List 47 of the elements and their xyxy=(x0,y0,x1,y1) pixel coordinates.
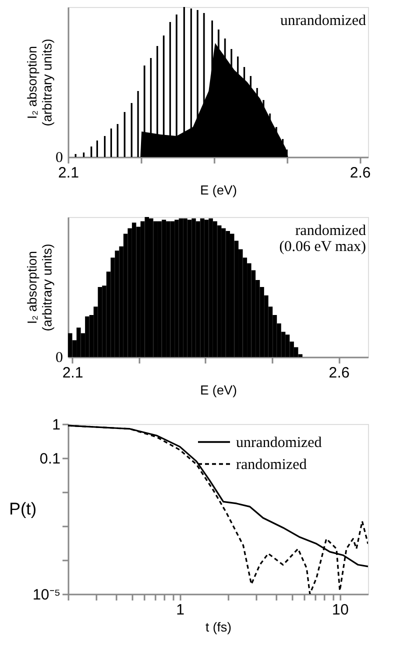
x-tick-label: 2.6 xyxy=(328,364,350,382)
y-axis-title: I₂ absorption (arbitrary units) xyxy=(24,38,54,126)
bar xyxy=(158,221,162,357)
bar xyxy=(132,222,136,357)
bar xyxy=(85,316,90,357)
bar xyxy=(76,328,81,357)
annotation: randomized (0.06 eV max) xyxy=(279,223,366,255)
x-tick-label: 2.6 xyxy=(350,164,371,182)
y-tick-label: 0.1 xyxy=(40,450,60,468)
bar xyxy=(166,221,170,357)
bar xyxy=(187,220,192,357)
bar xyxy=(178,218,184,357)
x-axis-title: E (eV) xyxy=(200,182,237,198)
legend-label: randomized xyxy=(236,457,308,473)
bar xyxy=(230,234,234,357)
bar xyxy=(98,287,102,357)
bar xyxy=(114,250,120,357)
bar xyxy=(140,221,145,357)
x-axis-title: E (eV) xyxy=(200,382,237,398)
bar xyxy=(196,221,200,357)
bar xyxy=(221,228,226,357)
bar xyxy=(217,225,222,357)
bar xyxy=(212,221,218,357)
bar xyxy=(170,221,175,357)
bar xyxy=(148,218,154,357)
bar xyxy=(200,218,204,357)
bar xyxy=(162,220,166,357)
x-tick-label: 2.1 xyxy=(62,364,84,382)
annotation: unrandomized xyxy=(280,13,366,29)
y-tick-label: 1 xyxy=(52,416,60,434)
y-tick-label: 10⁻⁵ xyxy=(32,586,60,604)
x-tick-label: 10 xyxy=(332,602,349,618)
bar xyxy=(192,218,196,357)
legend-label: unrandomized xyxy=(236,435,322,451)
bar xyxy=(174,220,179,357)
y-axis-title: I₂ absorption (arbitrary units) xyxy=(24,244,54,332)
text: 0 xyxy=(56,150,63,166)
bar xyxy=(204,220,209,357)
bar xyxy=(153,221,158,357)
text: 0 xyxy=(56,350,63,366)
y-axis-title: P(t) xyxy=(9,500,36,518)
x-tick-label: 2.1 xyxy=(58,164,79,182)
x-axis-title: t (fs) xyxy=(206,620,232,634)
bar xyxy=(183,218,188,357)
bar xyxy=(68,333,72,357)
bar xyxy=(285,334,290,357)
bar xyxy=(208,218,213,357)
